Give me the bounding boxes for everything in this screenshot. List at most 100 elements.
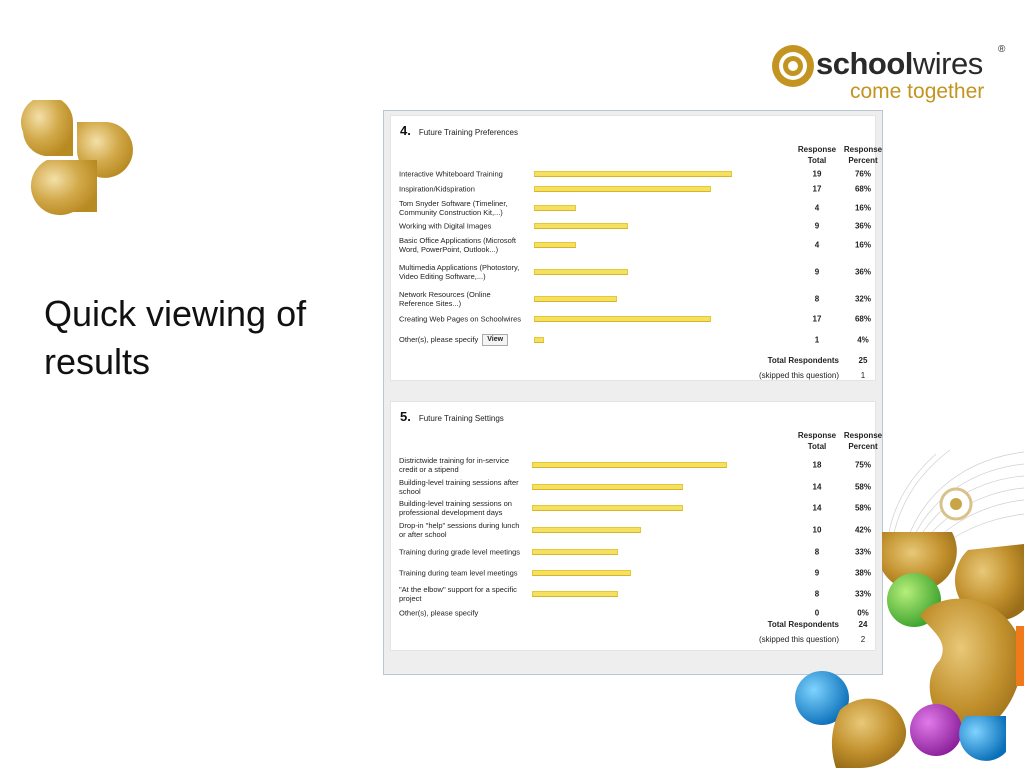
response-total: 4 (814, 240, 820, 249)
response-percent: 58% (854, 503, 871, 513)
response-percent: 38% (854, 568, 871, 577)
question-title: Future Training Preferences (418, 128, 519, 137)
result-row: Interactive Whiteboard Training 19 76% (391, 166, 877, 182)
response-percent: 0% (857, 608, 869, 618)
answer-label: Building-level training sessions on prof… (399, 499, 512, 517)
question-header: 5. Future Training Settings (400, 408, 504, 426)
response-percent: 42% (854, 525, 871, 535)
response-percent: 33% (854, 547, 871, 556)
total-respondents-value: 25 (858, 356, 868, 365)
result-row: Tom Snyder Software (Timeliner, Communit… (391, 196, 877, 219)
skipped-question-label: (skipped this question) (758, 371, 839, 380)
answer-label: Inspiration/Kidspiration (399, 184, 475, 194)
result-row: Training during team level meetings 9 38% (391, 562, 877, 583)
response-total: 0 (814, 608, 820, 618)
column-header-response-total: Response Total (797, 431, 837, 451)
result-row: Building-level training sessions after s… (391, 476, 877, 497)
skipped-question-value: 2 (860, 635, 866, 644)
total-respondents-value: 24 (858, 620, 868, 629)
answer-label: Drop-in "help" sessions during lunch or … (399, 521, 520, 539)
response-bar (534, 171, 732, 177)
response-total: 17 (812, 314, 822, 323)
question-card-4: 4. Future Training Preferences Response To… (390, 115, 882, 381)
response-bar (532, 462, 727, 468)
response-bar (532, 483, 683, 490)
response-total: 9 (814, 221, 820, 231)
response-bar (534, 186, 711, 192)
result-row: Districtwide training for in-service cre… (391, 454, 877, 476)
column-header-response-total: Response Total (797, 145, 837, 165)
response-total: 17 (812, 184, 822, 194)
result-row: Building-level training sessions on prof… (391, 497, 877, 519)
slide-headline: Quick viewing of results (44, 293, 307, 382)
result-row: Creating Web Pages on Schoolwires 17 68% (391, 309, 877, 328)
question-header: 4. Future Training Preferences (400, 122, 518, 140)
answer-label: Other(s), please specify View (399, 334, 527, 346)
question-card-5: 5. Future Training Settings Response Total… (390, 401, 882, 651)
response-total: 18 (812, 460, 822, 470)
survey-results-panel: 4. Future Training Preferences Response To… (383, 110, 883, 675)
swirl-decoration-bottomright (795, 449, 1024, 768)
answer-label: Multimedia Applications (Photostory, Vid… (399, 263, 520, 281)
answer-label: Network Resources (Online Reference Site… (399, 289, 491, 308)
response-percent: 16% (854, 240, 871, 249)
registered-mark: ® (998, 44, 1006, 55)
response-percent: 75% (854, 460, 871, 470)
column-header-response-percent: Response Percent (843, 145, 883, 165)
response-total: 9 (814, 267, 820, 277)
response-percent: 68% (854, 184, 871, 194)
response-bar (534, 337, 544, 343)
result-row: Other(s), please specify 0 0% (391, 605, 877, 621)
response-total: 10 (812, 525, 822, 535)
petal-decoration-topleft (21, 100, 133, 216)
answer-label: Creating Web Pages on Schoolwires (399, 314, 522, 323)
answer-label: Other(s), please specify (399, 608, 479, 618)
response-percent: 68% (854, 314, 871, 323)
skipped-question-value: 1 (860, 371, 866, 380)
result-row: Drop-in "help" sessions during lunch or … (391, 519, 877, 541)
total-respondents-label: Total Respondents (767, 356, 839, 365)
response-total: 8 (814, 547, 820, 556)
response-bar (534, 315, 711, 322)
answer-label: "At the elbow" support for a specific pr… (399, 585, 517, 603)
result-row: Other(s), please specify View 1 4% (391, 328, 877, 352)
response-percent: 36% (854, 267, 871, 277)
question-title: Future Training Settings (418, 414, 504, 423)
response-percent: 76% (854, 169, 871, 179)
response-bar (534, 295, 617, 302)
response-total: 8 (814, 294, 820, 303)
result-row: Training during grade level meetings 8 33% (391, 541, 877, 562)
result-row: Multimedia Applications (Photostory, Vid… (391, 256, 877, 288)
response-total: 1 (814, 335, 820, 345)
response-bar (532, 569, 631, 576)
result-row: Working with Digital Images 9 36% (391, 219, 877, 233)
response-bar (532, 505, 683, 511)
response-percent: 33% (854, 589, 871, 599)
answer-label: Training during team level meetings (399, 568, 518, 577)
response-total: 19 (812, 169, 822, 179)
view-other-responses-button[interactable]: View (482, 334, 509, 346)
response-bar (534, 204, 576, 211)
answer-label: Basic Office Applications (Microsoft Wor… (399, 235, 516, 254)
logo-wordmark: schoolwires (816, 46, 983, 81)
response-bar (534, 269, 628, 275)
response-bar (532, 527, 641, 533)
logo-ring-icon (772, 45, 814, 87)
schoolwires-logo: schoolwires ® come together (766, 40, 1011, 106)
answer-label: Working with Digital Images (399, 221, 492, 231)
response-bar (532, 548, 618, 555)
response-total: 9 (814, 568, 820, 577)
response-percent: 4% (857, 335, 869, 345)
result-row: Inspiration/Kidspiration 17 68% (391, 182, 877, 196)
response-bar (532, 591, 618, 597)
response-bar (534, 241, 576, 248)
response-percent: 58% (854, 482, 871, 491)
column-header-response-percent: Response Percent (843, 431, 883, 451)
question-number: 5. (400, 409, 411, 424)
result-row: Basic Office Applications (Microsoft Wor… (391, 233, 877, 256)
answer-label: Building-level training sessions after s… (399, 477, 519, 496)
skipped-question-label: (skipped this question) (758, 635, 839, 644)
total-respondents-label: Total Respondents (767, 620, 839, 629)
result-row: "At the elbow" support for a specific pr… (391, 583, 877, 605)
response-total: 14 (812, 503, 822, 513)
